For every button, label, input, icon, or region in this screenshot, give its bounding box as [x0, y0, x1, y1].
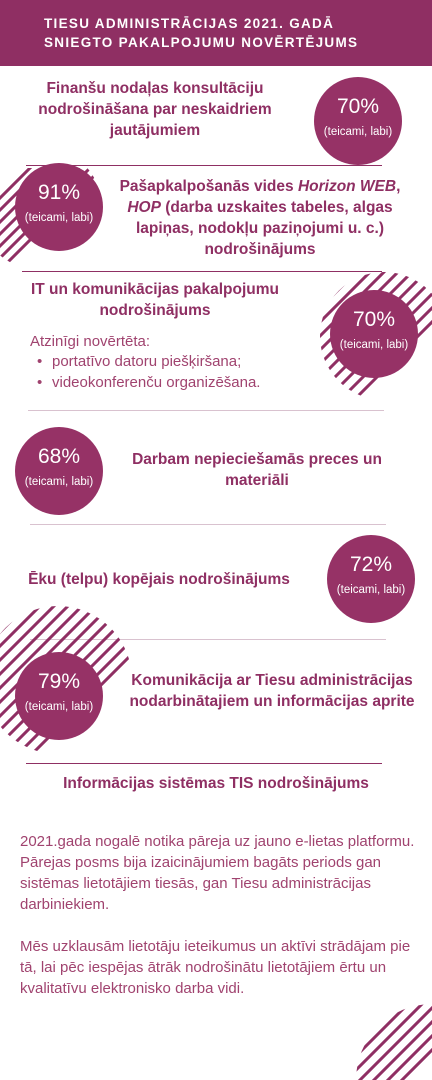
percent-circle-finance: 70% (teicami, labi): [314, 77, 402, 165]
item-heading-buildings: Ēku (telpu) kopējais nodrošinājums: [28, 571, 290, 588]
item-heading-it: IT un komunikācijas pakalpojumu nodrošin…: [30, 281, 280, 319]
divider: [26, 165, 382, 166]
percent-circle-communication: 79% (teicami, labi): [15, 652, 103, 740]
divider: [26, 763, 382, 764]
percent-circle-supplies: 68% (teicami, labi): [15, 427, 103, 515]
item-heading-supplies: Darbam nepieciešamās preces un materiāli: [132, 451, 382, 489]
item-heading-self-service: Pašapkalpošanās vides Horizon WEB, HOP (…: [119, 178, 401, 258]
item-heading-communication: Komunikācija ar Tiesu administrācijas no…: [129, 672, 415, 710]
divider: [28, 410, 384, 411]
list-item: videokonferenču organizēšana.: [32, 372, 260, 393]
header-banner: TIESU ADMINISTRĀCIJAS 2021. GADĀ SNIEGTO…: [0, 0, 432, 66]
percent-circle-buildings: 72% (teicami, labi): [327, 535, 415, 623]
divider: [30, 639, 386, 640]
stripes-decoration: [0, 604, 140, 754]
percent-circle-it: 70% (teicami, labi): [330, 290, 418, 378]
positive-label: Atzinīgi novērtēta:: [30, 333, 151, 350]
percent-circle-self-service: 91% (teicami, labi): [15, 163, 103, 251]
tis-paragraph-1: 2021.gada nogalē notika pāreja uz jauno …: [20, 833, 415, 913]
divider: [30, 524, 386, 525]
item-heading-finance: Finanšu nodaļas konsultāciju nodrošināša…: [38, 80, 272, 139]
stripes-decoration: [350, 1000, 432, 1080]
divider: [22, 271, 382, 272]
positive-list: portatīvo datoru piešķiršana; videokonfe…: [32, 351, 260, 393]
page-title: TIESU ADMINISTRĀCIJAS 2021. GADĀ SNIEGTO…: [44, 16, 359, 50]
list-item: portatīvo datoru piešķiršana;: [32, 351, 260, 372]
tis-paragraph-2: Mēs uzklausām lietotāju ieteikumus un ak…: [20, 938, 411, 997]
tis-heading: Informācijas sistēmas TIS nodrošinājums: [63, 775, 369, 792]
